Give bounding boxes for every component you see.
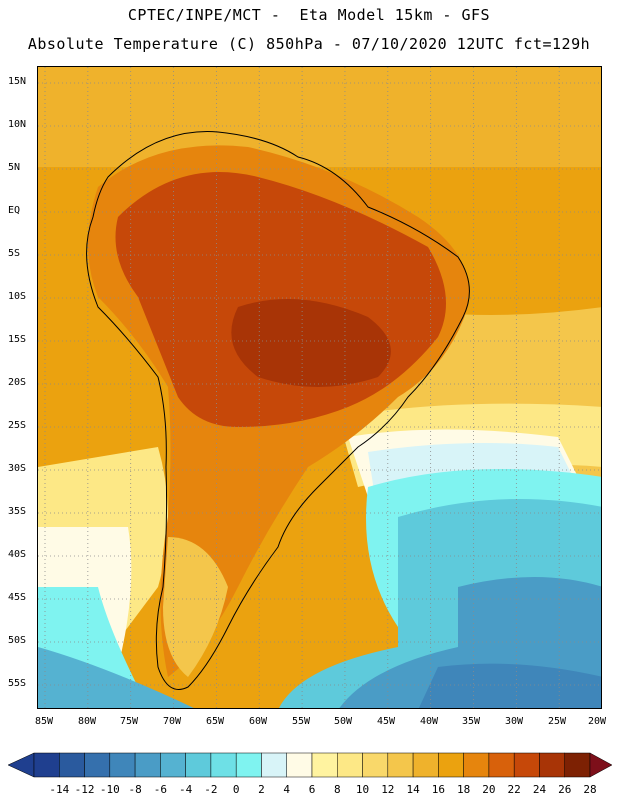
lat-label-50s: 50S: [8, 635, 27, 646]
colorbar-swatch: [84, 752, 111, 778]
lon-label-75w: 75W: [119, 716, 139, 727]
colorbar-swatch: [210, 752, 237, 778]
lon-label-40w: 40W: [419, 716, 439, 727]
land-hottest: [231, 299, 391, 387]
field-pacific-blue: [38, 647, 194, 708]
colorbar-tick-label: -8: [128, 783, 142, 796]
lat-label-5n: 5N: [8, 162, 21, 173]
colorbar-tick-label: 22: [507, 783, 521, 796]
lon-label-55w: 55W: [291, 716, 311, 727]
lon-label-20w: 20W: [587, 716, 607, 727]
colorbar-tick-label: 26: [558, 783, 572, 796]
lat-label-40s: 40S: [8, 549, 27, 560]
colorbar-tick-label: 24: [532, 783, 547, 796]
colorbar-swatch: [463, 752, 490, 778]
lat-label-25s: 25S: [8, 420, 27, 431]
colorbar-swatch: [412, 752, 439, 778]
colorbar-swatch: [185, 752, 212, 778]
colorbar-swatch: [235, 752, 262, 778]
lon-label-65w: 65W: [205, 716, 225, 727]
colorbar-tick-label: 2: [258, 783, 265, 796]
colorbar-tick-label: 18: [457, 783, 471, 796]
colorbar-tick-label: 20: [482, 783, 496, 796]
colorbar-swatch: [387, 752, 414, 778]
colorbar-tick-label: -6: [153, 783, 167, 796]
colorbar-tick-label: -12: [74, 783, 95, 796]
lat-label-10n: 10N: [8, 119, 27, 130]
colorbar-arrow-high: [589, 752, 613, 778]
colorbar-tick-label: 10: [355, 783, 370, 796]
lon-label-50w: 50W: [333, 716, 353, 727]
lon-label-60w: 60W: [248, 716, 268, 727]
lat-label-30s: 30S: [8, 463, 27, 474]
colorbar-swatch: [134, 752, 161, 778]
colorbar-swatch: [513, 752, 540, 778]
temperature-map: [37, 66, 602, 709]
colorbar-tick-label: -10: [99, 783, 120, 796]
colorbar-tick-label: 0: [232, 783, 240, 796]
colorbar-tick-label: -2: [204, 783, 218, 796]
temperature-field: [38, 67, 601, 708]
colorbar-tick-label: 4: [283, 783, 291, 796]
colorbar-tick-label: 12: [381, 783, 395, 796]
coastline: [86, 131, 470, 690]
lat-label-15s: 15S: [8, 334, 27, 345]
colorbar-swatch: [337, 752, 363, 778]
lon-label-35w: 35W: [461, 716, 481, 727]
lat-label-20s: 20S: [8, 377, 27, 388]
colorbar-tick-label: -14: [49, 783, 70, 796]
colorbar-swatch: [261, 752, 287, 778]
lat-label-5s: 5S: [8, 248, 21, 259]
colorbar-tick-label: 28: [583, 783, 597, 796]
colorbar-arrow-low: [7, 752, 35, 778]
map-title: CPTEC/INPE/MCT - Eta Model 15km - GFS: [127, 6, 491, 24]
lon-label-70w: 70W: [162, 716, 182, 727]
colorbar-tick-label: 14: [406, 783, 420, 796]
colorbar-swatch: [362, 752, 389, 778]
colorbar-swatch: [33, 752, 60, 778]
colorbar-swatch: [286, 752, 313, 778]
colorbar-swatch: [539, 752, 565, 778]
colorbar-tick-label: 16: [431, 783, 445, 796]
lon-label-25w: 25W: [547, 716, 567, 727]
lat-label-eq: EQ: [8, 205, 21, 216]
colorbar-swatch: [59, 752, 85, 778]
colorbar-swatch: [160, 752, 186, 778]
land-patagonia: [163, 537, 228, 677]
field-north-band: [38, 67, 601, 167]
lat-label-55s: 55S: [8, 678, 27, 689]
lat-label-35s: 35S: [8, 506, 27, 517]
colorbar-swatch: [109, 752, 136, 778]
field-deep-blue: [418, 663, 601, 708]
lon-label-85w: 85W: [34, 716, 54, 727]
lat-label-15n: 15N: [8, 76, 27, 87]
colorbar-tick-label: 6: [308, 783, 316, 796]
colorbar: [7, 752, 613, 778]
lat-label-10s: 10S: [8, 291, 27, 302]
colorbar-swatch: [488, 752, 515, 778]
map-subtitle: Absolute Temperature (C) 850hPa - 07/10/…: [27, 35, 591, 53]
colorbar-swatch: [564, 752, 591, 778]
lon-label-80w: 80W: [77, 716, 97, 727]
colorbar-swatch: [311, 752, 338, 778]
colorbar-swatch: [438, 752, 464, 778]
lon-label-45w: 45W: [376, 716, 396, 727]
colorbar-tick-label: 8: [333, 783, 341, 796]
lon-label-30w: 30W: [504, 716, 524, 727]
lat-label-45s: 45S: [8, 592, 27, 603]
colorbar-tick-label: -4: [179, 783, 193, 796]
